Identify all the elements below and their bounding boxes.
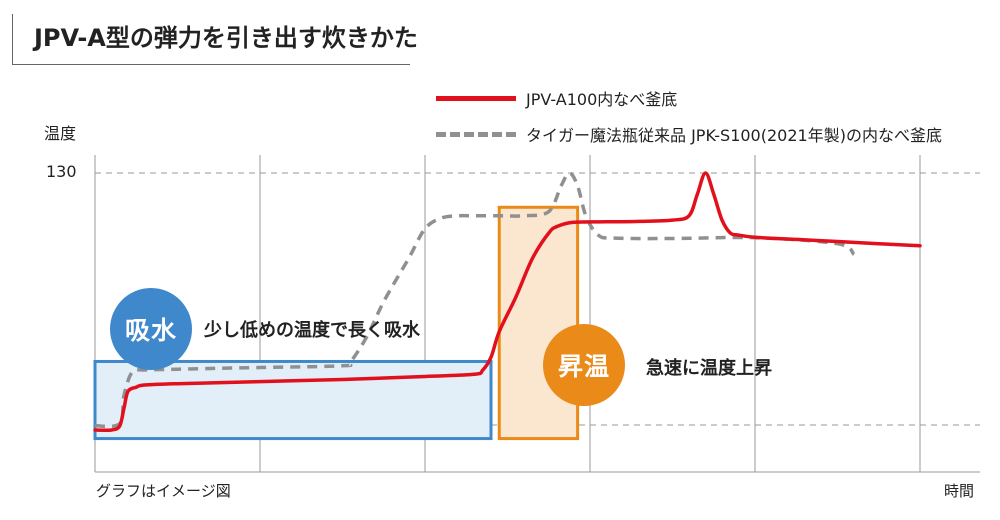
stage-box-water-absorption [93, 359, 493, 441]
stage-description-heating: 急速に温度上昇 [646, 358, 772, 379]
series-line-jpk-s100 [94, 171, 856, 429]
legend-swatch-red-line [436, 95, 516, 101]
title-rule [12, 14, 13, 64]
stage-description-water-absorption: 少し低めの温度で長く吸水 [204, 320, 420, 341]
series-line-jpv-a100 [93, 171, 922, 433]
legend-item-jpv-a100: JPV-A100内なべ釜底 [436, 86, 677, 110]
stage-badge-heating: 昇温 [543, 324, 625, 406]
legend-item-jpk-s100: タイガー魔法瓶従来品 JPK-S100(2021年製)の内なべ釜底 [436, 122, 942, 146]
legend-label: タイガー魔法瓶従来品 JPK-S100(2021年製)の内なべ釜底 [526, 126, 942, 145]
y-tick-label-130: 130 [46, 162, 77, 181]
legend-label: JPV-A100内なべ釜底 [526, 90, 678, 109]
legend-swatch-gray-dashed-line [436, 131, 516, 137]
stage-box-heating [497, 205, 580, 441]
stage-badge-water-absorption: 吸水 [110, 288, 192, 370]
page-title: JPV-A型の弾力を引き出す炊きかた [34, 24, 418, 52]
y-axis-label: 温度 [44, 124, 77, 143]
chart-image-note: グラフはイメージ図 [96, 482, 231, 500]
title-underline [12, 64, 410, 65]
x-axis-label: 時間 [944, 482, 975, 500]
